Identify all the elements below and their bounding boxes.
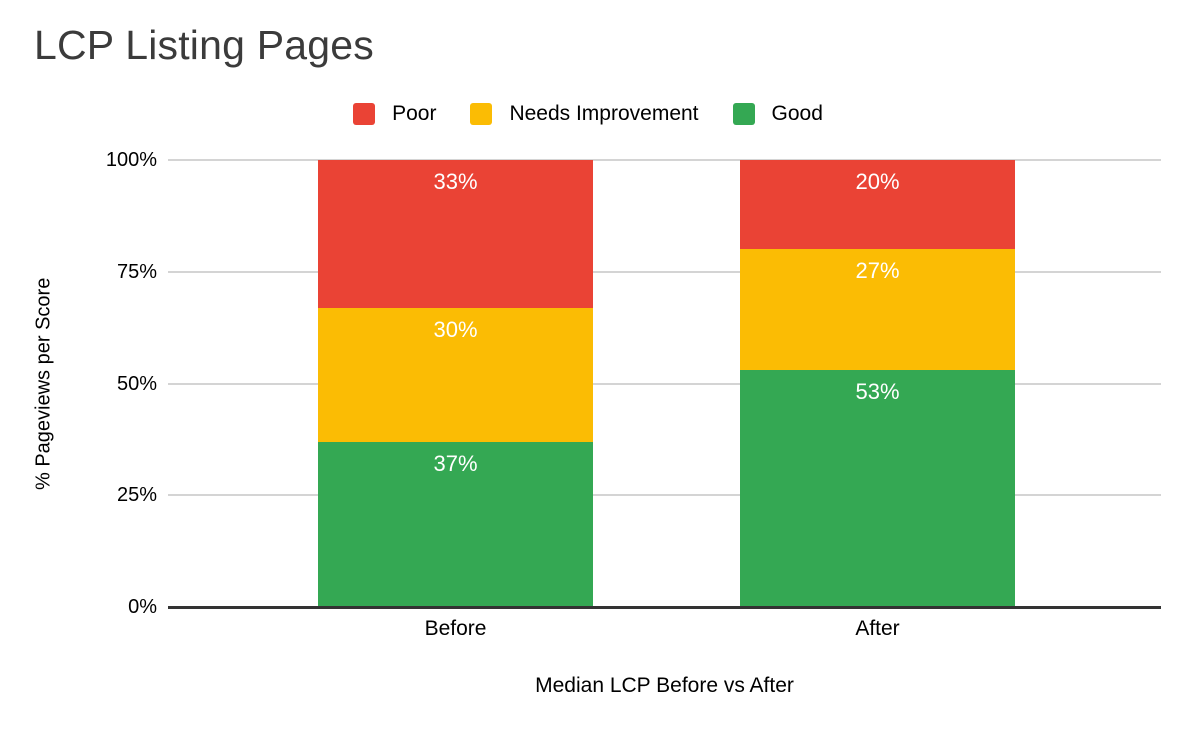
bar-column-before: 33% 30% 37% [318, 160, 593, 607]
y-tick-label-0: 0% [128, 596, 157, 618]
y-tick-label-75: 75% [116, 260, 157, 283]
gridline-50 [168, 382, 1161, 385]
bar-segment-good-after: 53% [740, 370, 1015, 607]
gridline-75 [168, 270, 1161, 273]
chart-title: LCP Listing Pages [34, 22, 374, 68]
y-tick-label-25: 25% [116, 484, 157, 507]
y-tick-label-100: 100% [105, 149, 157, 171]
legend-item-needs-improvement: Needs Improvement [470, 102, 699, 126]
legend-swatch-poor [353, 103, 376, 125]
bar-value-label: 37% [433, 450, 478, 476]
x-tick-label-before: Before [424, 617, 487, 640]
bar-value-label: 27% [855, 258, 900, 284]
legend-label-needs-improvement: Needs Improvement [509, 102, 699, 125]
legend-swatch-needs-improvement [470, 103, 493, 125]
bar-value-label: 33% [433, 169, 478, 195]
bar-segment-poor-after: 20% [740, 160, 1015, 250]
y-tick-label-50: 50% [116, 372, 157, 395]
bar-column-after: 20% 27% 53% [740, 160, 1015, 607]
legend-item-poor: Poor [353, 102, 436, 126]
x-tick-label-after: After [855, 617, 900, 640]
bar-value-label: 20% [855, 169, 900, 195]
legend-swatch-good [732, 103, 755, 125]
legend-item-good: Good [732, 102, 823, 126]
x-axis-title: Median LCP Before vs After [535, 674, 794, 697]
legend-label-good: Good [771, 102, 823, 125]
bar-segment-good-before: 37% [318, 441, 593, 607]
plot-area: 33% 30% 37% 20% 27% 53% [168, 159, 1161, 607]
x-axis-line [168, 606, 1161, 609]
gridline-25 [168, 494, 1161, 497]
bar-value-label: 30% [433, 316, 478, 342]
gridline-100 [168, 159, 1161, 161]
bar-value-label: 53% [855, 379, 900, 405]
legend: Poor Needs Improvement Good [0, 99, 1176, 129]
bar-segment-needs-improvement-before: 30% [318, 307, 593, 442]
bar-segment-poor-before: 33% [318, 160, 593, 308]
bar-segment-needs-improvement-after: 27% [740, 249, 1015, 371]
legend-label-poor: Poor [392, 102, 437, 125]
